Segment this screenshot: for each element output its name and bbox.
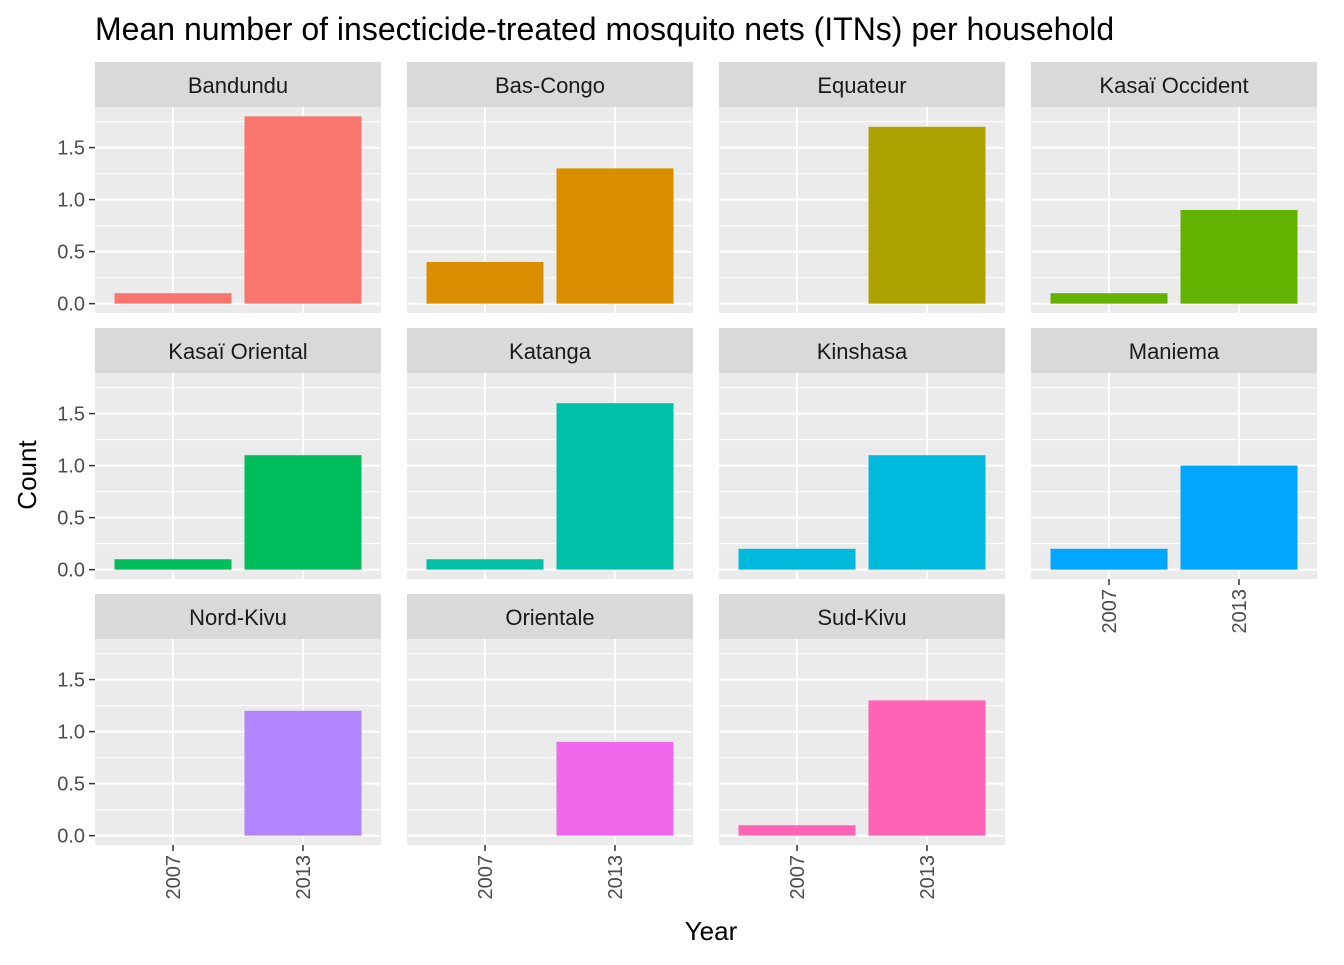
chart-title: Mean number of insecticide-treated mosqu… bbox=[95, 11, 1114, 47]
facet-strip bbox=[407, 328, 693, 373]
facet-strip-label: Nord-Kivu bbox=[189, 605, 287, 630]
y-tick-label: 1.0 bbox=[57, 190, 85, 212]
facet-panel: Equateur bbox=[719, 62, 1005, 313]
facet-panel: Kasaï Oriental 0.0 0.5 1.0 1.5 bbox=[57, 328, 381, 582]
bar bbox=[244, 116, 362, 304]
facet-strip bbox=[407, 62, 693, 107]
facet-strip-label: Bas-Congo bbox=[495, 73, 605, 98]
bar bbox=[556, 403, 674, 570]
facet-strip-label: Kasaï Occident bbox=[1099, 73, 1248, 98]
facet-strip bbox=[1031, 328, 1317, 373]
facet-strip-label: Bandundu bbox=[188, 73, 288, 98]
x-tick-label: 2007 bbox=[787, 855, 809, 900]
facet-strip-label: Equateur bbox=[817, 73, 906, 98]
facet-panel: Sud-Kivu 2007 2013 bbox=[719, 594, 1005, 900]
x-tick-label: 2013 bbox=[917, 855, 939, 900]
y-axis-title: Count bbox=[12, 440, 42, 510]
x-tick-label: 2007 bbox=[163, 855, 185, 900]
bar bbox=[244, 710, 362, 836]
facet-strip bbox=[719, 328, 1005, 373]
facet-panel: Kasaï Occident bbox=[1031, 62, 1317, 313]
facet-strip-label: Katanga bbox=[509, 339, 592, 364]
facet-panel: Orientale 2007 2013 bbox=[407, 594, 693, 900]
bar bbox=[1050, 293, 1168, 304]
facet-strip bbox=[719, 594, 1005, 639]
x-tick-label: 2013 bbox=[293, 855, 315, 900]
facet-strip-label: Kinshasa bbox=[817, 339, 908, 364]
facet-panel: Katanga bbox=[407, 328, 693, 579]
y-tick-label: 1.5 bbox=[57, 138, 85, 160]
y-tick-label: 1.0 bbox=[57, 722, 85, 744]
bar bbox=[114, 293, 232, 304]
x-axis-title: Year bbox=[685, 916, 738, 946]
facet-strip bbox=[95, 594, 381, 639]
y-tick-label: 0.5 bbox=[57, 508, 85, 530]
bar bbox=[868, 126, 986, 304]
bar bbox=[114, 559, 232, 570]
facet-strip bbox=[407, 594, 693, 639]
y-tick-label: 0.5 bbox=[57, 774, 85, 796]
bar bbox=[556, 168, 674, 304]
facet-panel: Bandundu 0.0 0.5 1.0 1.5 bbox=[57, 62, 381, 316]
bar bbox=[868, 455, 986, 570]
x-tick-label: 2007 bbox=[1099, 589, 1121, 634]
bar bbox=[1180, 210, 1298, 304]
x-tick-label: 2013 bbox=[605, 855, 627, 900]
facet-strip-label: Sud-Kivu bbox=[817, 605, 906, 630]
bar bbox=[1180, 465, 1298, 570]
bar bbox=[1050, 548, 1168, 570]
y-tick-label: 1.0 bbox=[57, 456, 85, 478]
facet-strip bbox=[95, 328, 381, 373]
bar bbox=[556, 742, 674, 836]
facet-panel: Kinshasa bbox=[719, 328, 1005, 579]
x-tick-label: 2007 bbox=[475, 855, 497, 900]
bar bbox=[244, 455, 362, 570]
facet-strip bbox=[95, 62, 381, 107]
bar bbox=[738, 825, 856, 836]
facet-panel: Nord-Kivu 0.0 0.5 1.0 1.5 2007 2013 bbox=[57, 594, 381, 900]
bar bbox=[868, 700, 986, 836]
bar bbox=[738, 548, 856, 570]
bar bbox=[426, 262, 544, 304]
y-tick-label: 1.5 bbox=[57, 404, 85, 426]
x-tick-label: 2013 bbox=[1229, 589, 1251, 634]
y-tick-label: 0.0 bbox=[57, 294, 85, 316]
facet-strip-label: Maniema bbox=[1129, 339, 1220, 364]
y-tick-label: 0.0 bbox=[57, 826, 85, 848]
y-tick-label: 1.5 bbox=[57, 670, 85, 692]
facet-panels: Bandundu 0.0 0.5 1.0 1.5 Bas-Congo Equateur Kas… bbox=[57, 62, 1317, 900]
facet-strip bbox=[1031, 62, 1317, 107]
y-tick-label: 0.5 bbox=[57, 242, 85, 264]
facet-panel: Maniema 2007 2013 bbox=[1031, 328, 1317, 634]
bar bbox=[426, 559, 544, 570]
facet-strip bbox=[719, 62, 1005, 107]
facet-panel: Bas-Congo bbox=[407, 62, 693, 313]
facet-strip-label: Kasaï Oriental bbox=[168, 339, 307, 364]
y-tick-label: 0.0 bbox=[57, 560, 85, 582]
facet-strip-label: Orientale bbox=[505, 605, 594, 630]
